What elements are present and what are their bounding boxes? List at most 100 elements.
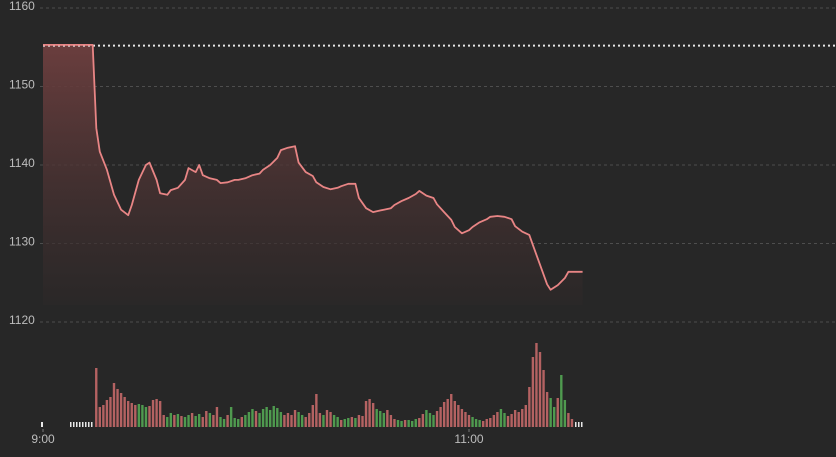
y-tick-label: 1130 — [9, 235, 35, 249]
volume-bar — [194, 416, 197, 427]
volume-bar — [567, 413, 570, 427]
volume-bar — [524, 405, 527, 427]
volume-bar — [134, 405, 137, 427]
volume-bar — [180, 416, 183, 427]
volume-bar — [400, 421, 403, 427]
volume-bar — [254, 411, 258, 427]
volume-bar — [510, 414, 513, 427]
volume-bar — [439, 407, 442, 427]
volume-bar — [453, 401, 456, 427]
volume-bar — [460, 409, 464, 427]
volume-bar — [127, 401, 130, 427]
volume-bar — [261, 409, 265, 427]
volume-bar — [432, 415, 435, 427]
volume-bar — [215, 407, 219, 427]
volume-bar — [109, 397, 112, 427]
volume-bar — [269, 410, 272, 427]
volume-bar — [201, 417, 204, 427]
volume-bar — [116, 389, 119, 427]
volume-bar — [208, 413, 212, 427]
volume-bar — [148, 406, 151, 427]
volume-bar — [364, 401, 368, 427]
volume-bar — [155, 399, 158, 427]
volume-bar — [446, 399, 449, 427]
volume-bar — [293, 410, 297, 427]
volume-bar — [229, 407, 233, 427]
pre-open-marks — [41, 422, 583, 427]
volume-bar — [425, 410, 428, 427]
volume-bar — [485, 419, 488, 427]
volume-bar — [435, 411, 439, 427]
volume-bar — [300, 415, 304, 427]
volume-bar — [393, 419, 396, 427]
volume-bar — [332, 415, 336, 427]
volume-bar — [418, 418, 421, 427]
volume-bar — [205, 411, 208, 427]
volume-bar — [219, 417, 222, 427]
volume-bar — [379, 411, 382, 427]
volume-bar — [450, 394, 453, 427]
volume-bar — [318, 413, 322, 427]
volume-bar — [322, 415, 325, 427]
volume-bar — [119, 393, 123, 427]
volume-bar — [244, 415, 247, 427]
volume-bar — [538, 352, 542, 427]
volume-bar — [166, 417, 169, 427]
volume-bar — [286, 413, 290, 427]
volume-bar — [237, 419, 240, 427]
volume-bar — [386, 410, 389, 427]
volume-bar — [570, 419, 574, 427]
volume-bar — [187, 415, 190, 427]
volume-bar — [560, 375, 563, 427]
volume-bar — [137, 404, 141, 427]
volume-bar — [553, 407, 556, 427]
volume-bar — [556, 398, 559, 427]
volume-bar — [521, 409, 524, 427]
volume-bar — [375, 409, 378, 427]
volume-bar — [329, 412, 332, 427]
price-area — [43, 44, 583, 306]
volume-bar — [315, 394, 318, 427]
volume-bar — [428, 413, 432, 427]
volume-bar — [357, 415, 361, 427]
volume-bar — [173, 415, 176, 427]
volume-bar — [304, 417, 307, 427]
volume-bar — [499, 409, 503, 427]
volume-bar — [151, 400, 155, 427]
volume-bar — [240, 417, 243, 427]
volume-bar — [336, 417, 339, 427]
price-line — [43, 44, 583, 291]
volume-bar — [343, 419, 346, 427]
volume-bar — [279, 412, 283, 427]
volume-bar — [222, 419, 226, 427]
volume-bar — [247, 412, 251, 427]
volume-bar — [233, 418, 236, 427]
volume-bar — [513, 410, 517, 427]
volume-bar — [503, 413, 506, 427]
volume-bar — [545, 392, 549, 427]
volume-bar — [442, 402, 446, 427]
volume-bar — [102, 405, 105, 427]
volume-bar — [325, 410, 329, 427]
volume-bar — [311, 405, 314, 427]
volume-bar — [457, 405, 460, 427]
y-tick-label: 1140 — [9, 156, 35, 170]
volume-bar — [158, 401, 162, 427]
volume-bar — [361, 416, 364, 427]
volume-bar — [258, 413, 261, 427]
volume-bar — [467, 415, 471, 427]
volume-bar — [162, 415, 165, 427]
volume-bar — [421, 414, 425, 427]
x-tick-label: 11:00 — [454, 432, 483, 446]
x-tick-label: 9:00 — [31, 432, 55, 446]
volume-bar — [528, 387, 531, 427]
volume-bar — [183, 417, 187, 427]
volume-bar — [340, 420, 343, 427]
volume-bar — [371, 403, 375, 427]
volume-bar — [212, 415, 215, 427]
volume-bar — [531, 357, 535, 427]
volume-bar — [95, 368, 98, 427]
volume-bar — [482, 421, 485, 427]
volume-bar — [265, 407, 268, 427]
volume-bar — [226, 415, 229, 427]
